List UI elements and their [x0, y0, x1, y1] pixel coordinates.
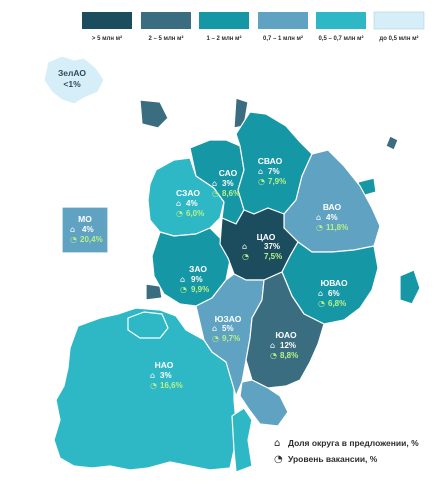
uvao-share: 6%: [328, 289, 340, 298]
legend: > 5 млн м² 2 – 5 млн м² 1 – 2 млн м² 0,7…: [82, 11, 425, 42]
mo-patch: [385, 135, 399, 151]
legend-label-3: 1 – 2 млн м²: [207, 35, 242, 42]
mo-share: 4%: [82, 225, 94, 234]
sao-share: 3%: [222, 179, 234, 188]
nao-vacancy: 16,6%: [160, 381, 183, 390]
house-icon: ⌂: [318, 289, 323, 298]
uao-share: 12%: [280, 341, 296, 350]
uvao-vacancy: 6,8%: [328, 299, 346, 308]
district-labels: ЦАО ⌂ 37% ◔ 7,5% САО ⌂ 3% ◔ 8,6% СВАО ⌂ …: [70, 156, 348, 390]
pie-icon: ◔: [270, 351, 277, 360]
house-icon: ⌂: [270, 341, 275, 350]
house-icon: ⌂: [212, 324, 217, 333]
vao-share: 4%: [326, 213, 338, 222]
district-shape-nao: [53, 307, 237, 471]
uvao-name: ЮВАО: [320, 278, 348, 288]
legend-label-2: 2 – 5 млн м²: [149, 35, 184, 42]
cao-share: 37%: [264, 242, 280, 251]
nao-name: НАО: [155, 360, 174, 370]
szao-vacancy: 6,0%: [186, 209, 204, 218]
house-icon: ⌂: [150, 371, 155, 380]
sao-vacancy: 8,6%: [222, 189, 240, 198]
house-icon: ⌂: [258, 167, 263, 176]
zelao-name: ЗелАО: [58, 68, 86, 78]
szao-name: СЗАО: [176, 188, 200, 198]
share-legend-label: Доля округа в предложении, %: [288, 438, 419, 448]
nao-share: 3%: [160, 371, 172, 380]
szao-share: 4%: [186, 199, 198, 208]
zao-vacancy: 9,9%: [191, 285, 209, 294]
legend-swatch-2: [141, 12, 191, 29]
mo-patch: [145, 283, 163, 301]
mo-patch: [139, 99, 169, 129]
district-shape-nao-part: [127, 311, 169, 339]
legend-swatch-3: [199, 12, 249, 29]
house-icon: ⌂: [242, 242, 247, 251]
legend-swatch-1: [82, 12, 132, 29]
zelao-value: <1%: [63, 79, 81, 89]
district-shapes: [53, 97, 421, 473]
pie-icon: ◔: [150, 381, 157, 390]
pie-icon: ◔: [242, 252, 249, 261]
legend-swatch-4: [258, 12, 308, 29]
house-icon: ⌂: [274, 438, 280, 449]
mo-patch: [399, 269, 421, 305]
sao-name: САО: [219, 168, 238, 178]
uzao-share: 5%: [222, 324, 234, 333]
cao-vacancy: 7,5%: [264, 252, 282, 261]
cao-name: ЦАО: [257, 232, 276, 242]
svao-vacancy: 7,9%: [268, 177, 286, 186]
district-shape-uao: [245, 271, 325, 389]
zelao-area: [43, 55, 105, 105]
pie-icon: ◔: [316, 223, 323, 232]
uao-vacancy: 8,8%: [280, 351, 298, 360]
svao-share: 7%: [268, 167, 280, 176]
house-icon: ⌂: [212, 179, 217, 188]
uzao-name: ЮЗАО: [215, 314, 242, 324]
footer-legend: ⌂ Доля округа в предложении, % ◔ Уровень…: [274, 438, 419, 465]
svao-name: СВАО: [258, 156, 283, 166]
house-icon: ⌂: [316, 213, 321, 222]
legend-label-1: > 5 млн м²: [92, 35, 122, 42]
pie-icon: ◔: [274, 454, 283, 465]
vao-name: ВАО: [323, 202, 342, 212]
pie-icon: ◔: [212, 334, 219, 343]
house-icon: ⌂: [70, 225, 75, 234]
pie-icon: ◔: [258, 177, 265, 186]
district-shape-mo: [61, 206, 109, 254]
house-icon: ⌂: [176, 199, 181, 208]
pie-icon: ◔: [212, 189, 219, 198]
house-icon: ⌂: [180, 275, 185, 284]
legend-label-5: 0,5 – 0,7 млн м²: [319, 35, 364, 42]
vao-vacancy: 11,8%: [326, 223, 348, 232]
zao-name: ЗАО: [189, 264, 207, 274]
uzao-vacancy: 9,7%: [222, 334, 240, 343]
legend-swatch-5: [316, 12, 366, 29]
vacancy-legend-label: Уровень вакансии, %: [288, 454, 378, 464]
legend-label-4: 0,7 – 1 млн м²: [263, 35, 303, 42]
legend-label-6: до 0,5 млн м²: [379, 35, 418, 42]
uao-name: ЮАО: [275, 330, 297, 340]
district-zelao: ЗелАО <1%: [43, 55, 105, 105]
pie-icon: ◔: [180, 285, 187, 294]
mo-vacancy: 20,4%: [80, 235, 103, 244]
legend-swatch-6: [373, 11, 425, 30]
district-shape-nao-part: [231, 407, 253, 473]
pie-icon: ◔: [318, 299, 325, 308]
pie-icon: ◔: [176, 209, 183, 218]
mo-name: МО: [78, 214, 92, 224]
zao-share: 9%: [191, 275, 203, 284]
pie-icon: ◔: [70, 235, 77, 244]
district-shape-uao-part: [239, 379, 289, 427]
